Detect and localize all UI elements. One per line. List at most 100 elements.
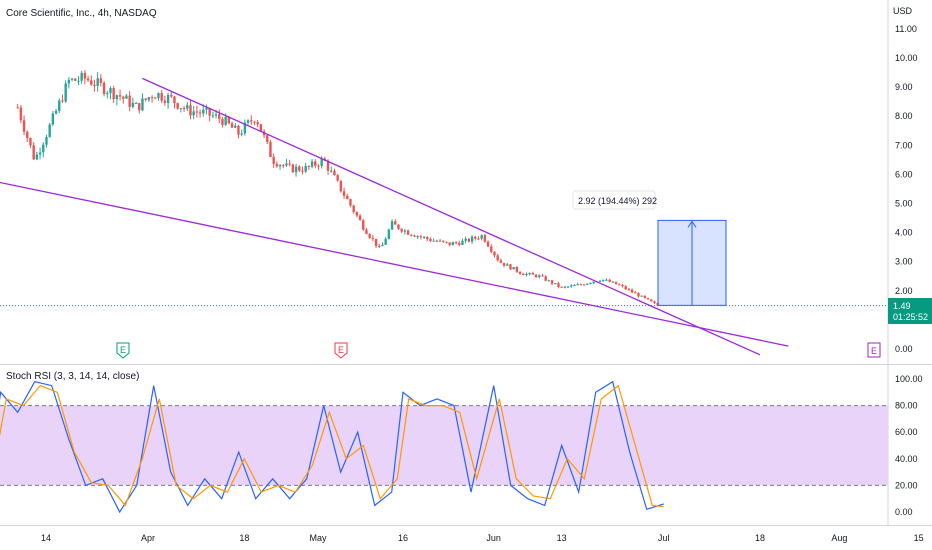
- candle-body: [640, 295, 643, 297]
- candle-body: [634, 292, 637, 294]
- candle-body: [32, 145, 35, 160]
- candle-body: [109, 88, 112, 94]
- candle-body: [237, 125, 240, 135]
- candle-body: [394, 221, 397, 225]
- candle-body: [243, 122, 247, 134]
- candle-body: [442, 240, 445, 242]
- candle-body: [147, 97, 151, 100]
- candle-body: [573, 285, 576, 287]
- price-tick-label: 5.00: [895, 199, 913, 209]
- candle-body: [291, 164, 295, 173]
- candle-body: [643, 295, 647, 298]
- event-earnings-3[interactable]: E: [867, 342, 881, 358]
- candle-body: [48, 124, 51, 137]
- candle-body: [493, 251, 496, 256]
- candle-body: [531, 272, 535, 275]
- candle-body: [541, 275, 544, 277]
- price-tick-label: 2.00: [895, 286, 913, 296]
- candle-body: [467, 238, 471, 242]
- candle-body: [621, 285, 624, 287]
- candle-body: [512, 267, 515, 270]
- event-label: E: [871, 346, 877, 356]
- candle-body: [499, 260, 503, 263]
- candle-body: [22, 120, 26, 132]
- candle-body: [269, 141, 272, 157]
- candle-body: [250, 120, 253, 122]
- candle-body: [557, 283, 560, 287]
- candle-body: [154, 97, 157, 99]
- candle-body: [515, 267, 519, 272]
- candle-body: [35, 154, 39, 160]
- rsi-tick-label: 0.00: [895, 507, 913, 517]
- candle-body: [317, 165, 320, 167]
- candle-body: [278, 165, 282, 167]
- candle-body: [29, 137, 32, 146]
- countdown-label: 01:25:52: [893, 312, 928, 322]
- candle-body: [144, 98, 147, 100]
- candle-body: [509, 264, 512, 270]
- candle-body: [275, 163, 279, 167]
- candle-body: [131, 102, 135, 107]
- rsi-tick-label: 40.00: [895, 454, 918, 464]
- candle-body: [134, 102, 138, 104]
- candle-body: [592, 281, 595, 284]
- candle-body: [339, 180, 343, 192]
- candle-body: [240, 133, 243, 135]
- measure-arrow-head: [687, 220, 697, 228]
- candle-body: [464, 238, 467, 241]
- candle-body: [221, 118, 224, 125]
- candle-body: [314, 161, 317, 166]
- candle-body: [474, 236, 477, 239]
- candle-body: [371, 237, 375, 239]
- rsi-tick-label: 80.00: [895, 401, 918, 411]
- time-tick-label: 14: [41, 533, 51, 543]
- candle-body: [387, 229, 391, 239]
- time-tick-label: 18: [755, 533, 765, 543]
- candle-body: [83, 72, 87, 79]
- candle-body: [458, 242, 461, 245]
- candle-body: [358, 215, 362, 221]
- candle-body: [77, 80, 80, 82]
- candle-body: [598, 280, 602, 282]
- chart-title: Core Scientific, Inc., 4h, NASDAQ: [6, 8, 157, 19]
- candle-body: [502, 262, 506, 266]
- candle-body: [198, 112, 202, 114]
- candle-body: [205, 108, 208, 110]
- candle-body: [234, 125, 237, 128]
- candle-body: [570, 285, 573, 287]
- candle-body: [58, 100, 61, 111]
- candle-body: [461, 240, 464, 245]
- event-earnings-1[interactable]: E: [116, 342, 130, 359]
- time-tick-label: Jul: [658, 533, 670, 543]
- candle-body: [285, 163, 288, 166]
- candle-body: [182, 108, 186, 110]
- rsi-title: Stoch RSI (3, 3, 14, 14, close): [6, 371, 139, 382]
- candle-body: [310, 161, 314, 167]
- candle-body: [179, 108, 183, 110]
- candle-body: [410, 234, 413, 236]
- candle-body: [346, 195, 349, 200]
- candle-body: [435, 240, 439, 242]
- candle-body: [448, 242, 451, 246]
- candle-body: [336, 175, 339, 181]
- event-earnings-2[interactable]: E: [334, 342, 348, 359]
- currency-label: USD: [893, 6, 913, 16]
- candle-body: [589, 283, 592, 285]
- price-tick-label: 3.00: [895, 257, 913, 267]
- candle-body: [362, 220, 365, 230]
- candle-body: [80, 72, 83, 81]
- candle-body: [637, 293, 640, 297]
- time-tick-label: Apr: [141, 533, 155, 543]
- candle-body: [602, 279, 605, 281]
- candle-body: [67, 79, 71, 84]
- candle-body: [211, 115, 215, 117]
- candle-body: [419, 236, 423, 238]
- candle-body: [51, 113, 55, 125]
- candle-body: [307, 165, 311, 167]
- candle-body: [282, 165, 285, 167]
- candle-body: [432, 240, 435, 242]
- candle-body: [490, 246, 493, 252]
- price-tick-label: 10.00: [895, 53, 918, 63]
- candle-body: [566, 286, 570, 288]
